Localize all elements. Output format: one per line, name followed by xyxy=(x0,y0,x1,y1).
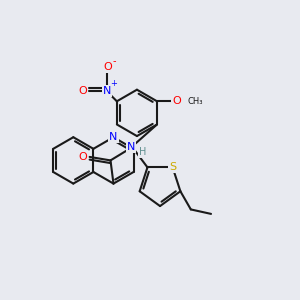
Text: O: O xyxy=(103,61,112,72)
Text: O: O xyxy=(172,96,181,106)
Text: +: + xyxy=(110,79,117,88)
Text: H: H xyxy=(139,147,147,158)
Text: O: O xyxy=(78,86,87,96)
Text: N: N xyxy=(127,142,135,152)
Text: O: O xyxy=(79,152,88,162)
Text: CH₃: CH₃ xyxy=(188,97,203,106)
Text: N: N xyxy=(109,132,118,142)
Text: N: N xyxy=(103,86,111,96)
Text: -: - xyxy=(112,56,116,66)
Text: S: S xyxy=(169,162,176,172)
